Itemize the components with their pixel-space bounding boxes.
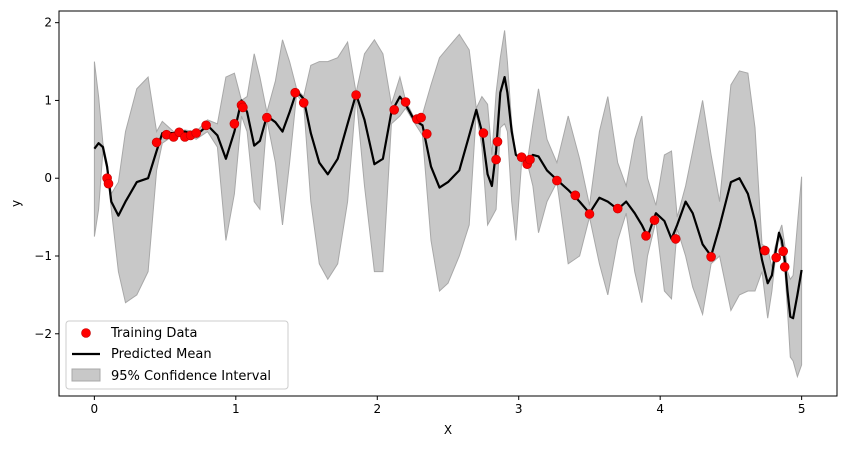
x-tick-label: 3 <box>515 402 523 416</box>
training-point <box>229 119 240 129</box>
training-point <box>290 87 301 98</box>
x-tick-label: 5 <box>798 402 806 416</box>
predicted-mean-line <box>93 76 803 320</box>
x-tick-label: 0 <box>91 402 99 416</box>
training-point <box>779 262 790 272</box>
legend-label-training: Training Data <box>110 326 197 341</box>
x-tick-label: 2 <box>373 402 381 416</box>
training-point <box>400 97 411 107</box>
training-point <box>492 136 503 147</box>
training-point <box>416 112 426 123</box>
training-point <box>389 105 400 115</box>
x-axis-ticks: 0 1 2 3 4 5 <box>91 396 806 416</box>
training-point <box>421 129 432 139</box>
x-tick-label: 4 <box>656 402 664 416</box>
training-point <box>649 215 660 225</box>
legend-label-mean: Predicted Mean <box>111 347 212 362</box>
training-point <box>525 154 535 165</box>
training-point <box>706 251 716 262</box>
training-point <box>778 246 789 257</box>
y-tick-label: −1 <box>34 249 52 263</box>
training-point <box>641 231 651 241</box>
training-data-layer <box>102 87 790 272</box>
training-point <box>151 137 162 148</box>
training-point <box>612 203 623 214</box>
y-tick-label: 2 <box>44 16 52 30</box>
y-axis-ticks: −2 −1 0 1 2 <box>34 16 59 341</box>
training-point <box>201 120 211 131</box>
training-point <box>760 245 770 256</box>
y-tick-label: 1 <box>44 93 52 107</box>
training-point <box>238 102 248 113</box>
legend-label-ci: 95% Confidence Interval <box>111 369 271 384</box>
training-point <box>584 209 595 219</box>
training-point <box>191 128 201 138</box>
training-point <box>478 128 489 138</box>
training-point <box>262 112 272 123</box>
training-point <box>491 154 501 165</box>
legend-marker-training <box>81 328 91 338</box>
training-point <box>552 175 562 186</box>
y-tick-label: 0 <box>44 171 52 185</box>
predicted-mean-layer <box>93 76 803 320</box>
training-point <box>298 98 309 108</box>
legend: Training Data Predicted Mean 95% Confide… <box>65 320 289 390</box>
legend-marker-ci <box>71 368 101 382</box>
plot-frame <box>58 10 838 397</box>
x-axis-label: X <box>444 423 452 437</box>
training-point <box>771 252 782 263</box>
x-tick-label: 1 <box>232 402 240 416</box>
training-point <box>670 234 681 244</box>
training-point <box>351 90 361 100</box>
y-axis-label: y <box>9 200 23 207</box>
y-tick-label: −2 <box>34 327 52 341</box>
legend-box <box>65 320 289 390</box>
training-point <box>570 190 581 201</box>
training-point <box>103 178 114 189</box>
